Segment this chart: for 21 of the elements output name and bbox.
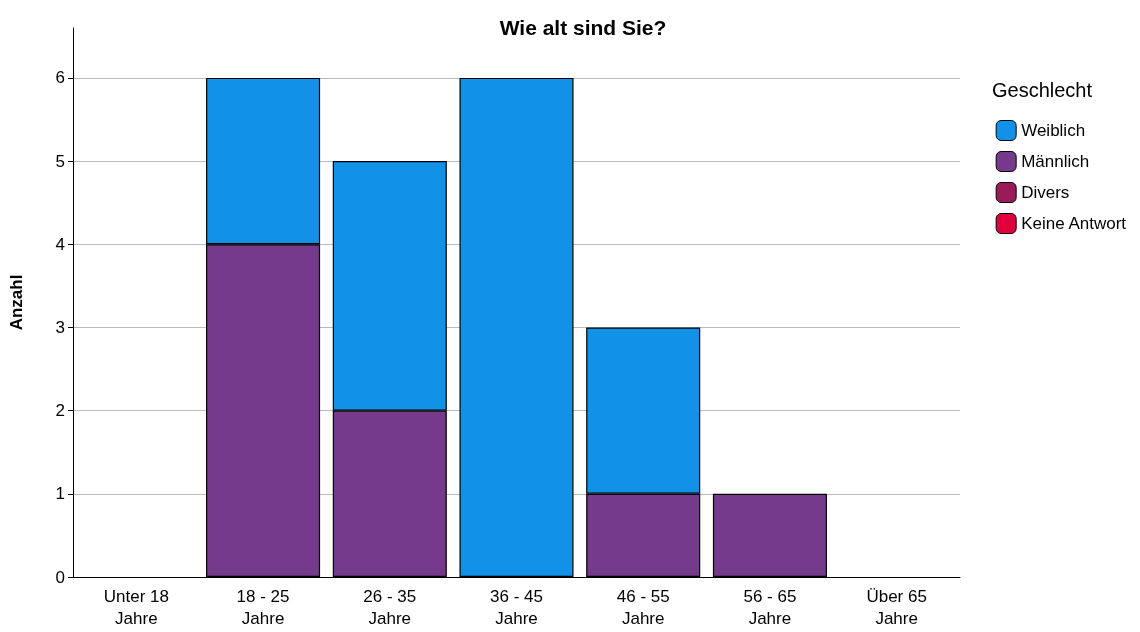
legend-label: Männlich — [1021, 152, 1090, 171]
y-tick-label: 0 — [55, 567, 65, 587]
x-tick-label: 36 - 45 Jahre — [490, 586, 543, 628]
x-tick-label: 26 - 35 Jahre — [363, 586, 417, 628]
x-tick-label: 46 - 55 Jahre — [616, 586, 670, 628]
x-tick-label: 56 - 65 Jahre — [743, 586, 797, 628]
legend-label: Divers — [1021, 183, 1070, 202]
y-tick-label: 5 — [55, 151, 65, 171]
legend-label: Weiblich — [1021, 121, 1086, 140]
x-tick-label: Über 65 Jahre — [866, 586, 927, 628]
chart-title: Wie alt sind Sie? — [499, 16, 667, 39]
legend-title: Geschlecht — [991, 79, 1093, 101]
legend-label: Keine Antwort — [1021, 214, 1127, 233]
x-tick-label: Unter 18 Jahre — [103, 586, 169, 628]
y-tick-label: 1 — [55, 484, 65, 504]
y-tick-label: 6 — [55, 68, 65, 88]
y-tick-label: 4 — [55, 234, 65, 254]
y-tick-label: 2 — [55, 401, 65, 421]
y-axis-title: Anzahl — [7, 274, 26, 331]
x-tick-label: 18 - 25 Jahre — [236, 586, 290, 628]
y-tick-label: 3 — [55, 317, 65, 337]
